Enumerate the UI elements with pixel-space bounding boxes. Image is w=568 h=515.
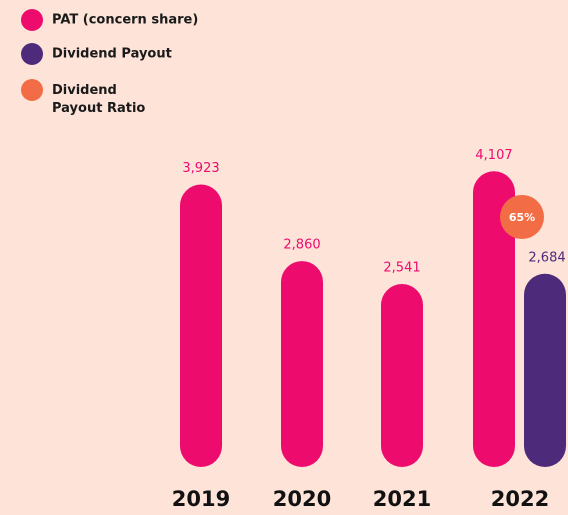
bar <box>180 184 222 467</box>
data-label: 3,923 <box>182 161 219 176</box>
legend-swatch <box>21 9 43 31</box>
bar <box>524 273 566 467</box>
bar <box>281 261 323 467</box>
legend-label: PAT (concern share) <box>52 13 198 28</box>
legend-label: Dividend Payout Ratio <box>52 83 145 116</box>
ratio-label: 65% <box>509 211 535 224</box>
legend-label: Dividend Payout <box>52 47 172 62</box>
x-tick-label: 2020 <box>273 487 331 511</box>
legend-swatch <box>21 79 43 101</box>
ratio-bubble <box>500 195 544 239</box>
data-label: 2,541 <box>383 261 420 276</box>
bar <box>473 171 515 467</box>
data-label: 4,107 <box>475 148 512 163</box>
x-tick-label: 2019 <box>172 487 230 511</box>
x-tick-label: 2021 <box>373 487 431 511</box>
x-tick-label: 2022 <box>491 487 549 511</box>
bar <box>381 284 423 467</box>
data-label: 2,684 <box>528 250 565 265</box>
legend: PAT (concern share) Dividend Payout Divi… <box>21 9 198 116</box>
data-label: 2,860 <box>283 238 320 253</box>
legend-swatch <box>21 43 43 65</box>
